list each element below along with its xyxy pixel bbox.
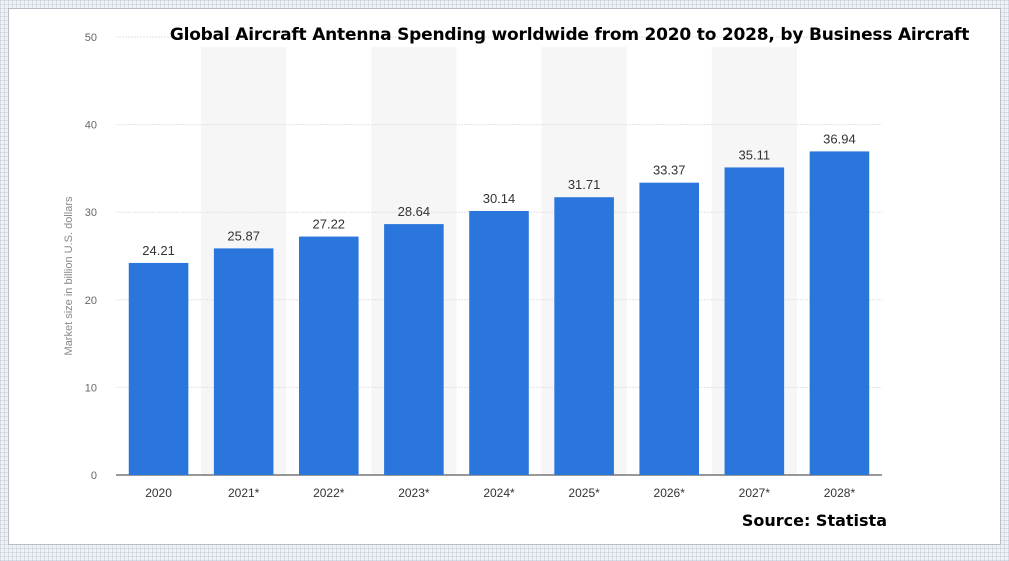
data-label: 36.94 bbox=[823, 131, 856, 146]
data-label: 24.21 bbox=[142, 243, 175, 258]
data-label: 31.71 bbox=[568, 177, 601, 192]
y-tick-label: 20 bbox=[85, 295, 97, 307]
bar bbox=[724, 167, 785, 475]
y-tick-label: 0 bbox=[91, 470, 97, 482]
chart-frame: 0 10 20 30 40 50 24.21 2020 25.87 2021* 27.22 2022*… bbox=[8, 8, 1001, 545]
x-tick-label: 2026* bbox=[654, 486, 686, 500]
data-label: 25.87 bbox=[227, 228, 260, 243]
y-tick-label: 40 bbox=[85, 120, 97, 132]
data-label: 28.64 bbox=[398, 204, 431, 219]
data-label: 33.37 bbox=[653, 163, 686, 178]
bar bbox=[128, 262, 189, 475]
bar bbox=[809, 151, 870, 476]
x-tick-label: 2028* bbox=[824, 486, 856, 500]
y-tick-label: 50 bbox=[85, 32, 97, 44]
y-tick-label: 30 bbox=[85, 207, 97, 219]
x-tick-label: 2027* bbox=[739, 486, 771, 500]
bar bbox=[384, 224, 444, 475]
y-axis-label: Market size in billion U.S. dollars bbox=[63, 196, 75, 355]
data-label: 35.11 bbox=[739, 147, 771, 162]
x-tick-label: 2022* bbox=[313, 486, 345, 500]
chart-title: Global Aircraft Antenna Spending worldwi… bbox=[169, 25, 970, 45]
data-label: 30.14 bbox=[483, 191, 516, 206]
x-tick-label: 2020 bbox=[145, 486, 172, 500]
y-tick-label: 10 bbox=[85, 382, 97, 394]
data-label: 27.22 bbox=[313, 217, 346, 232]
bar bbox=[469, 210, 529, 475]
bar-chart: 0 10 20 30 40 50 24.21 2020 25.87 2021* 27.22 2022*… bbox=[63, 32, 882, 500]
bar bbox=[213, 248, 274, 475]
x-tick-label: 2025* bbox=[568, 486, 600, 500]
bar bbox=[554, 197, 614, 475]
x-tick-label: 2023* bbox=[398, 486, 430, 500]
x-tick-label: 2024* bbox=[483, 486, 515, 500]
x-tick-label: 2021* bbox=[228, 486, 260, 500]
bar bbox=[639, 182, 700, 475]
bar bbox=[298, 236, 359, 475]
source-label: Source: Statista bbox=[741, 511, 887, 530]
